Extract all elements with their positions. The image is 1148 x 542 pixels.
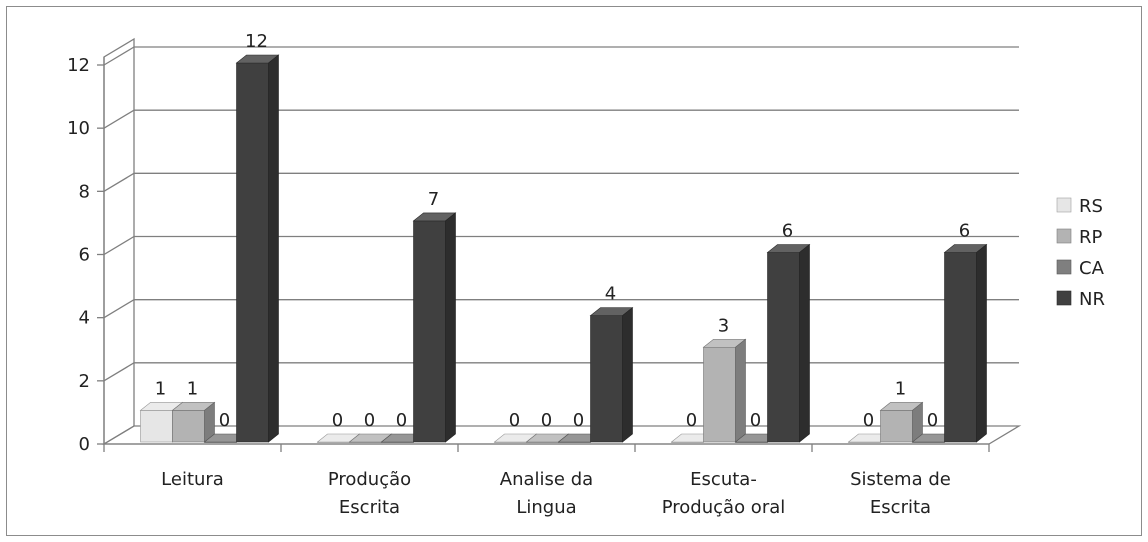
gridline-diagonal bbox=[103, 362, 135, 382]
bar-front bbox=[236, 62, 269, 443]
gridline-diagonal bbox=[103, 46, 135, 66]
bar bbox=[171, 401, 216, 443]
bar-front bbox=[767, 252, 800, 443]
bar-front bbox=[413, 220, 446, 443]
bar-front bbox=[944, 252, 977, 443]
bar bbox=[702, 338, 747, 443]
bar-front bbox=[140, 410, 173, 443]
category-label: Produção bbox=[328, 469, 411, 490]
legend-label: RP bbox=[1079, 227, 1103, 248]
legend-swatch bbox=[1056, 197, 1072, 213]
axes bbox=[103, 57, 990, 452]
data-label: 0 bbox=[863, 410, 874, 431]
bar bbox=[412, 212, 457, 443]
bar-side bbox=[445, 212, 456, 443]
category-label: Sistema de bbox=[850, 469, 951, 490]
data-label: 0 bbox=[219, 410, 230, 431]
y-axis-ticks: 0 2 4 6 8 10 12 bbox=[67, 55, 104, 455]
bar-front bbox=[880, 410, 913, 443]
legend-label: RS bbox=[1079, 196, 1103, 217]
data-label: 0 bbox=[396, 410, 407, 431]
category-label: Lingua bbox=[516, 497, 576, 518]
legend-swatch bbox=[1056, 290, 1072, 306]
bar bbox=[879, 401, 924, 443]
bar-front bbox=[172, 410, 205, 443]
category-label: Analise da bbox=[500, 469, 593, 490]
category-labels: Leitura Produção Escrita Analise da Lingua Es… bbox=[161, 469, 951, 518]
bars bbox=[139, 54, 988, 443]
y-tick-label: 10 bbox=[67, 118, 90, 139]
gridline-diagonal bbox=[103, 299, 135, 319]
bar bbox=[235, 54, 280, 443]
data-label: 0 bbox=[750, 410, 761, 431]
bar-side bbox=[799, 243, 810, 443]
data-label: 0 bbox=[927, 410, 938, 431]
data-label: 0 bbox=[364, 410, 375, 431]
bar-side bbox=[622, 307, 633, 443]
gridlines bbox=[103, 46, 1019, 382]
data-label: 3 bbox=[718, 315, 729, 336]
y-tick-label: 4 bbox=[79, 308, 90, 329]
data-label: 4 bbox=[605, 284, 616, 305]
y-tick-label: 8 bbox=[79, 181, 90, 202]
data-label: 0 bbox=[509, 410, 520, 431]
data-label: 0 bbox=[573, 410, 584, 431]
bar-side bbox=[735, 338, 746, 443]
data-label: 1 bbox=[155, 378, 166, 399]
data-label: 0 bbox=[686, 410, 697, 431]
gridline-diagonal bbox=[103, 109, 135, 129]
y-tick-label: 6 bbox=[79, 245, 90, 266]
bar bbox=[589, 307, 634, 443]
data-label: 0 bbox=[541, 410, 552, 431]
category-label: Escrita bbox=[870, 497, 931, 518]
chart-walls bbox=[103, 37, 135, 446]
legend: RS RP CA NR bbox=[1056, 196, 1105, 310]
data-label: 6 bbox=[959, 221, 970, 242]
legend-swatch bbox=[1056, 259, 1072, 275]
legend-label: NR bbox=[1079, 289, 1105, 310]
gridline-diagonal bbox=[103, 235, 135, 256]
bar-side bbox=[976, 243, 987, 443]
data-label: 12 bbox=[245, 31, 268, 52]
category-label: Escuta- bbox=[690, 469, 757, 490]
data-label: 0 bbox=[332, 410, 343, 431]
bar bbox=[766, 243, 811, 443]
gridline-diagonal bbox=[103, 172, 135, 192]
y-tick-label: 2 bbox=[79, 371, 90, 392]
data-label: 7 bbox=[428, 189, 439, 210]
side-wall bbox=[103, 37, 135, 446]
bar-front bbox=[703, 346, 736, 443]
bar-side bbox=[268, 54, 279, 443]
category-label: Produção oral bbox=[662, 497, 786, 518]
data-label: 1 bbox=[187, 378, 198, 399]
chart-frame: 0 2 4 6 8 10 12 1 1 0 12 0 0 0 7 0 0 0 4 0 3 0 6 0 1 0 6 Leitura P… bbox=[6, 6, 1142, 536]
bar bbox=[943, 243, 988, 443]
legend-label: CA bbox=[1079, 258, 1105, 279]
category-label: Leitura bbox=[161, 469, 224, 490]
data-label: 6 bbox=[782, 221, 793, 242]
y-tick-label: 0 bbox=[79, 434, 90, 455]
legend-swatch bbox=[1056, 228, 1072, 244]
data-label: 1 bbox=[895, 378, 906, 399]
y-tick-label: 12 bbox=[67, 55, 90, 76]
category-label: Escrita bbox=[339, 497, 400, 518]
bar-front bbox=[590, 315, 623, 443]
